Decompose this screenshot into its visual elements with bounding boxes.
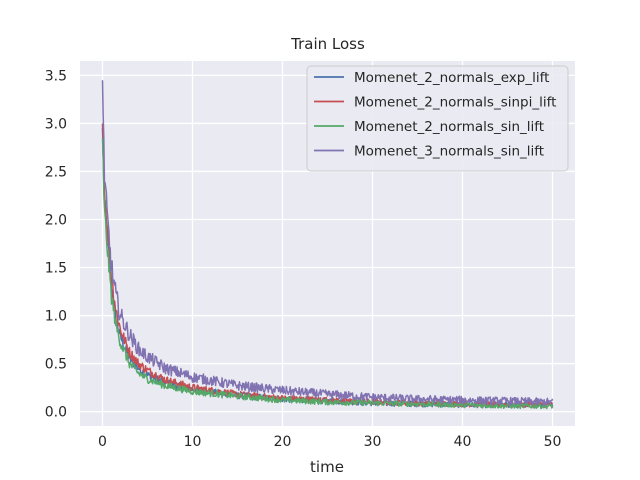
x-tick-label: 40 xyxy=(454,434,472,450)
y-tick-label: 3.0 xyxy=(45,116,67,132)
x-tick-label: 20 xyxy=(274,434,292,450)
x-axis-label: time xyxy=(310,458,344,476)
y-tick-label: 2.0 xyxy=(45,212,67,228)
legend-label: Momenet_3_normals_sin_lift xyxy=(354,144,544,160)
legend-label: Momenet_2_normals_exp_lift xyxy=(354,70,549,86)
chart-title: Train Loss xyxy=(290,35,365,53)
legend-label: Momenet_2_normals_sinpi_lift xyxy=(354,95,556,111)
y-tick-label: 1.5 xyxy=(45,261,67,277)
series-lines xyxy=(101,80,554,410)
series-line-3 xyxy=(101,137,554,410)
y-tick-label: 3.5 xyxy=(45,68,67,84)
series-line-4 xyxy=(101,80,554,406)
legend-label: Momenet_2_normals_sin_lift xyxy=(354,119,544,135)
x-tick-label: 30 xyxy=(364,434,382,450)
tick-labels: 0 10 20 30 40 50 0.0 0.5 1.0 1.5 2.0 2.5 3.0 3.5 xyxy=(45,68,562,450)
x-tick-label: 10 xyxy=(184,434,202,450)
y-tick-label: 1.0 xyxy=(45,309,67,325)
y-tick-label: 0.0 xyxy=(45,405,67,421)
x-tick-label: 50 xyxy=(544,434,562,450)
y-tick-label: 2.5 xyxy=(45,164,67,180)
y-tick-label: 0.5 xyxy=(45,357,67,373)
x-tick-label: 0 xyxy=(98,434,107,450)
legend-box xyxy=(306,65,569,172)
legend: Momenet_2_normals_exp_lift Momenet_2_norm… xyxy=(306,65,569,172)
